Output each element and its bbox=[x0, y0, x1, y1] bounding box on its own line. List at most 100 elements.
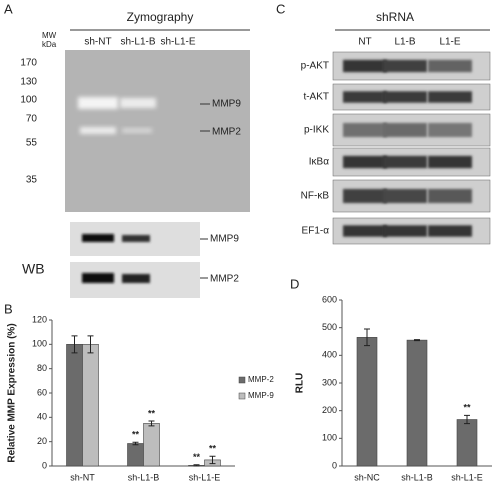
band bbox=[343, 225, 387, 237]
error-bar bbox=[464, 414, 470, 425]
band bbox=[428, 155, 472, 169]
band bbox=[78, 97, 118, 109]
band-label: MMP9 bbox=[210, 234, 239, 245]
band bbox=[122, 235, 150, 242]
legend-label: MMP-2 bbox=[248, 375, 274, 384]
error-bar bbox=[71, 335, 78, 354]
bar bbox=[82, 344, 99, 467]
significance: ** bbox=[148, 408, 156, 418]
error-bar bbox=[414, 339, 420, 342]
legend-swatch bbox=[238, 392, 246, 400]
error-bar bbox=[132, 441, 139, 446]
lane-label: L1-E bbox=[439, 37, 460, 48]
bar bbox=[66, 344, 83, 467]
y-tick-label: 20 bbox=[37, 436, 47, 446]
significance: ** bbox=[209, 444, 217, 454]
band bbox=[383, 91, 427, 103]
band bbox=[383, 188, 427, 204]
lane-label: sh-NT bbox=[84, 37, 111, 48]
bar bbox=[456, 419, 478, 467]
y-tick-label: 100 bbox=[322, 433, 337, 443]
band bbox=[383, 59, 427, 73]
mw-label: MW kDa bbox=[42, 31, 57, 49]
band bbox=[80, 127, 116, 134]
row-label: NF-κB bbox=[301, 191, 330, 202]
band bbox=[343, 122, 387, 138]
bar bbox=[143, 423, 160, 467]
bar bbox=[127, 443, 144, 467]
band bbox=[383, 155, 427, 169]
significance: ** bbox=[132, 430, 140, 440]
panel-label: D bbox=[290, 276, 299, 291]
error-bar bbox=[148, 420, 155, 427]
y-tick-label: 100 bbox=[32, 339, 47, 349]
bar bbox=[356, 337, 378, 467]
y-axis-label: RLU bbox=[295, 373, 306, 394]
band bbox=[343, 155, 387, 169]
lane-label: NT bbox=[358, 37, 371, 48]
x-tick-label: sh-L1-E bbox=[189, 472, 221, 482]
panel-label: A bbox=[4, 1, 13, 16]
panel-label: C bbox=[276, 1, 285, 16]
bar bbox=[406, 339, 428, 467]
mw-marker: 170 bbox=[20, 58, 37, 69]
y-tick-label: 120 bbox=[32, 314, 47, 324]
y-tick-label: 40 bbox=[37, 412, 47, 422]
y-tick-label: 300 bbox=[322, 377, 337, 387]
band bbox=[82, 273, 114, 283]
band bbox=[343, 59, 387, 73]
row-label: p-IKK bbox=[304, 125, 329, 136]
lane-label: sh-L1-E bbox=[160, 37, 195, 48]
shrna-title: shRNA bbox=[376, 10, 414, 24]
band bbox=[343, 91, 387, 103]
lane-label: sh-L1-B bbox=[120, 37, 155, 48]
mw-marker: 35 bbox=[26, 175, 38, 186]
error-bar bbox=[87, 335, 94, 354]
x-tick-label: sh-L1-B bbox=[128, 472, 160, 482]
band bbox=[428, 59, 472, 73]
row-label: t-AKT bbox=[303, 92, 329, 103]
panel-label: B bbox=[4, 301, 13, 316]
row-label: EF1-α bbox=[302, 226, 330, 237]
band bbox=[82, 234, 114, 242]
band bbox=[428, 225, 472, 237]
legend-label: MMP-9 bbox=[248, 391, 274, 400]
x-tick-label: sh-NT bbox=[70, 472, 95, 482]
mw-marker: 130 bbox=[20, 77, 37, 88]
y-tick-label: 500 bbox=[322, 322, 337, 332]
band-label: MMP9 bbox=[212, 99, 241, 110]
significance: ** bbox=[463, 403, 471, 413]
x-tick-label: sh-L1-B bbox=[401, 472, 433, 482]
y-tick-label: 400 bbox=[322, 350, 337, 360]
mw-marker: 100 bbox=[20, 95, 37, 106]
band bbox=[343, 188, 387, 204]
row-label: IκBα bbox=[309, 157, 329, 168]
error-bar bbox=[209, 455, 216, 465]
significance: ** bbox=[193, 452, 201, 462]
band bbox=[383, 122, 427, 138]
legend-swatch bbox=[238, 376, 246, 384]
band-label: MMP2 bbox=[210, 274, 239, 285]
band bbox=[428, 188, 472, 204]
band-label: MMP2 bbox=[212, 127, 241, 138]
y-tick-label: 80 bbox=[37, 363, 47, 373]
band bbox=[122, 274, 150, 283]
y-axis-label: Relative MMP Expression (%) bbox=[7, 323, 18, 462]
error-bar bbox=[193, 464, 200, 467]
band bbox=[383, 225, 427, 237]
y-tick-label: 600 bbox=[322, 294, 337, 304]
zymo-title: Zymography bbox=[127, 10, 194, 24]
row-label: p-AKT bbox=[301, 61, 329, 72]
y-tick-label: 0 bbox=[332, 460, 337, 470]
x-tick-label: sh-L1-E bbox=[451, 472, 483, 482]
y-tick-label: 60 bbox=[37, 387, 47, 397]
mw-marker: 70 bbox=[26, 114, 38, 125]
band bbox=[428, 122, 472, 138]
wb-label: WB bbox=[22, 261, 45, 277]
lane-label: L1-B bbox=[394, 37, 415, 48]
x-tick-label: sh-NC bbox=[354, 472, 380, 482]
band bbox=[122, 128, 152, 133]
band bbox=[120, 98, 156, 108]
y-tick-label: 200 bbox=[322, 405, 337, 415]
